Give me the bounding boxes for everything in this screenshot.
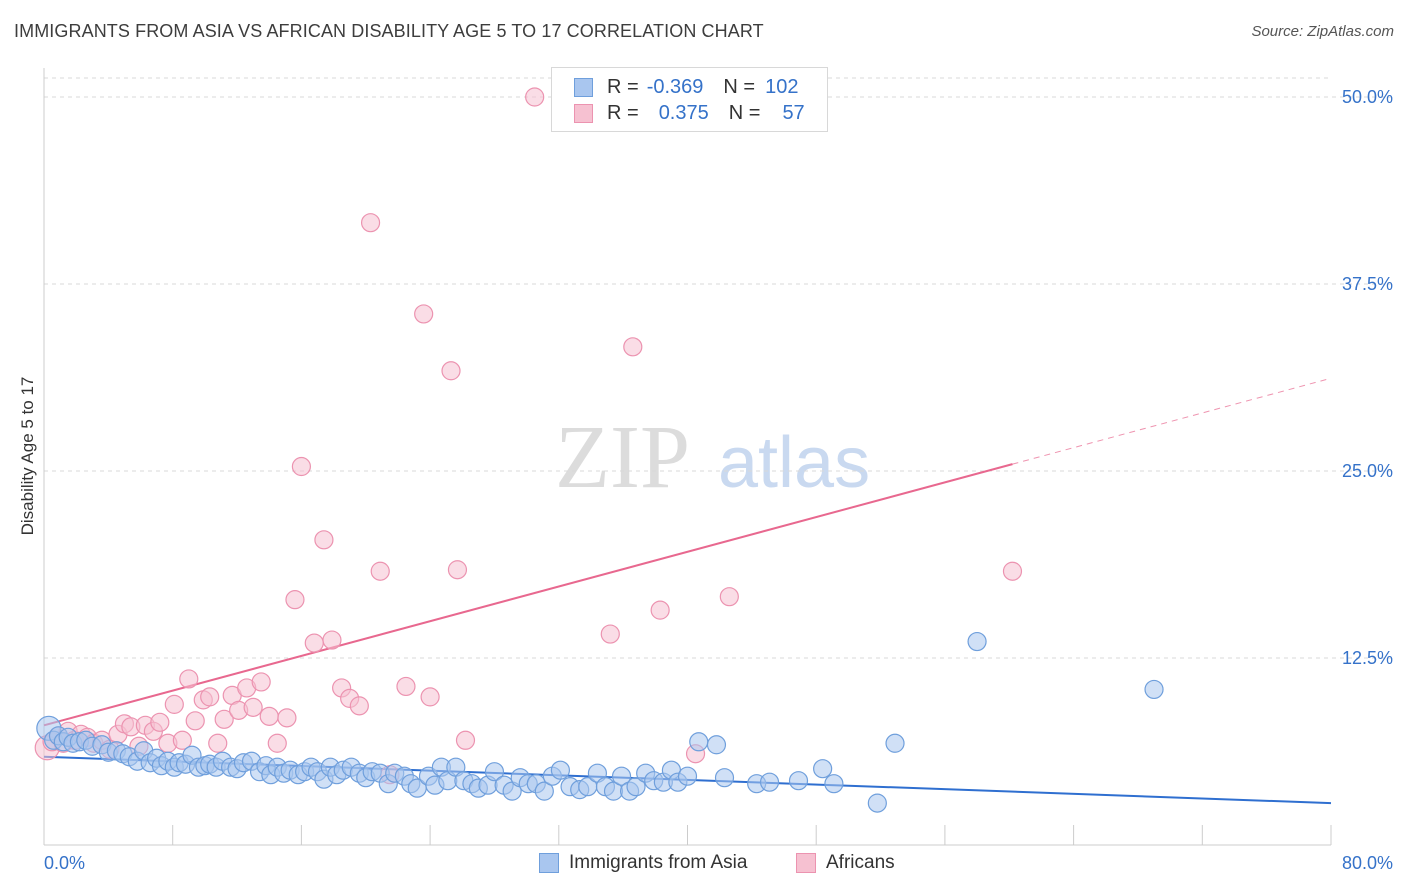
point-pink (650, 600, 670, 620)
series-swatch-blue (539, 853, 559, 873)
point-pink (1002, 561, 1023, 581)
point-pink (200, 687, 220, 707)
series-label-asia: Immigrants from Asia (569, 852, 748, 873)
point-blue (759, 772, 780, 792)
series-legend-asia[interactable]: Immigrants from Asia (539, 852, 747, 874)
point-blue (788, 771, 809, 791)
point-pink (291, 456, 311, 477)
point-blue (867, 793, 887, 813)
point-pink (185, 711, 205, 731)
legend-r-value: -0.369 (646, 75, 704, 98)
legend-r-label: R = (607, 75, 639, 98)
point-pink (243, 697, 263, 717)
watermark-zip: ZIP (555, 408, 690, 507)
point-blue (611, 766, 632, 786)
point-pink (455, 730, 476, 750)
legend-n-value: 57 (782, 101, 805, 124)
point-pink (623, 337, 643, 357)
point-pink (285, 590, 305, 610)
point-blue (706, 735, 727, 755)
point-blue (967, 631, 987, 652)
africans-points (34, 87, 1023, 785)
asia-points (36, 631, 1164, 813)
point-blue (689, 732, 709, 752)
series-legend-africans[interactable]: Africans (796, 852, 895, 874)
point-pink (420, 687, 440, 707)
series-swatch-pink (796, 853, 816, 873)
legend-n-label: N = (723, 75, 756, 98)
point-blue (885, 733, 905, 753)
point-pink (414, 304, 434, 324)
zipatlas-watermark: ZIP atlas (555, 408, 870, 507)
watermark-atlas: atlas (718, 423, 870, 503)
point-blue (534, 781, 554, 801)
point-pink (164, 694, 184, 714)
correlation-legend: R = -0.369 N = 102 R = 0.375 N = 57 (551, 67, 828, 132)
trend-line-extension-pink (1012, 377, 1332, 465)
point-pink (370, 561, 390, 581)
point-pink (267, 733, 287, 753)
series-legend: Immigrants from Asia Africans (0, 852, 1406, 878)
point-pink (525, 87, 545, 107)
legend-swatch-blue (574, 77, 593, 97)
point-blue (714, 768, 735, 788)
y-tick-label: 25.0% (1342, 461, 1393, 481)
point-pink (172, 730, 192, 750)
y-tick-label: 37.5% (1342, 274, 1393, 294)
point-blue (550, 760, 571, 780)
point-pink (277, 708, 297, 728)
point-pink (314, 530, 334, 550)
legend-n-value: 102 (765, 75, 799, 98)
point-pink (259, 706, 279, 726)
tick-labels: 12.5% 25.0% 37.5% 50.0% 0.0% 80.0% (44, 87, 1393, 873)
y-tick-label: 12.5% (1342, 648, 1393, 668)
point-pink (322, 630, 342, 650)
y-tick-label: 50.0% (1342, 87, 1393, 107)
point-pink (179, 669, 199, 689)
point-pink (304, 633, 324, 653)
point-pink (150, 712, 170, 732)
point-blue (677, 766, 698, 786)
legend-row-asia: R = -0.369 N = 102 (574, 75, 798, 99)
point-pink (360, 213, 381, 233)
point-blue (1144, 679, 1164, 700)
point-pink (447, 560, 468, 580)
point-pink (349, 696, 369, 716)
point-pink (214, 709, 234, 729)
chart-title: IMMIGRANTS FROM ASIA VS AFRICAN DISABILI… (14, 21, 764, 41)
chart-source: Source: ZipAtlas.com (1251, 23, 1394, 40)
point-blue (813, 759, 833, 779)
x-tick-label-max: 80.0% (1342, 853, 1393, 873)
legend-swatch-pink (574, 103, 593, 123)
gridlines (44, 77, 1393, 659)
axes (43, 68, 1332, 846)
trend-line-pink (43, 463, 1013, 727)
x-tick-label-min: 0.0% (44, 853, 85, 873)
legend-r-label: R = (607, 101, 639, 124)
legend-n-label: N = (728, 101, 761, 124)
point-pink (396, 676, 416, 697)
point-blue (484, 762, 505, 782)
point-pink (719, 587, 739, 607)
point-pink (208, 733, 228, 753)
point-pink (251, 672, 271, 692)
point-blue (626, 777, 646, 797)
point-pink (441, 361, 461, 381)
series-label-africans: Africans (826, 852, 895, 873)
point-pink (600, 624, 620, 644)
legend-r-value: 0.375 (658, 101, 709, 124)
legend-row-africans: R = 0.375 N = 57 (574, 101, 805, 125)
point-blue (824, 774, 844, 794)
